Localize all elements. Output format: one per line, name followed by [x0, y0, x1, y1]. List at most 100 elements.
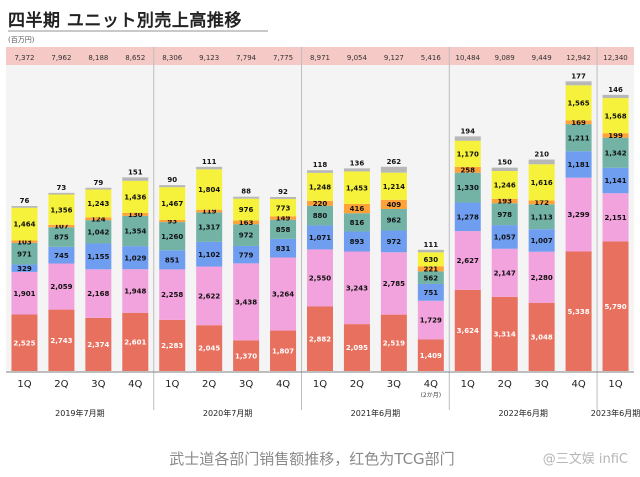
- bar-segment: [122, 215, 149, 247]
- bar-segment: [307, 225, 333, 250]
- data-label: 1,342: [604, 149, 626, 157]
- total-label: 9,054: [347, 54, 368, 62]
- data-label: 3,243: [346, 284, 368, 292]
- data-label: 193: [497, 198, 512, 206]
- data-label: 210: [534, 151, 549, 159]
- bar-segment: [380, 314, 407, 371]
- bar-segment: [454, 172, 481, 203]
- bar-segment: [491, 203, 518, 226]
- bar-segment: [85, 269, 112, 318]
- total-label: 7,775: [273, 54, 293, 62]
- data-label: 2,151: [604, 214, 626, 222]
- bar-segment: [343, 203, 370, 214]
- data-label: 1,102: [198, 251, 220, 259]
- data-label: 329: [17, 265, 32, 273]
- bar-segment: [528, 302, 555, 371]
- data-label: 3,299: [568, 211, 590, 219]
- bar-segment: [565, 81, 592, 86]
- bar-segment: [528, 164, 555, 201]
- data-label: 2,374: [87, 341, 109, 349]
- bar-segment: [159, 185, 186, 188]
- data-label: 2,525: [13, 339, 35, 347]
- watermark: @三文娱 infiC: [542, 452, 628, 467]
- bar-segment: [270, 216, 297, 220]
- data-label: 1,568: [604, 112, 626, 120]
- data-label: 2,519: [383, 339, 405, 347]
- data-label: 220: [313, 200, 328, 208]
- x-tick-label: 4Q: [424, 379, 438, 390]
- bar-segment: [491, 296, 518, 371]
- bar-segment: [565, 151, 592, 178]
- data-label: 2,095: [346, 344, 368, 352]
- data-label: 111: [202, 158, 217, 166]
- bar-segment: [417, 339, 444, 371]
- bar-segment: [11, 206, 38, 208]
- data-label: 2,743: [50, 337, 72, 345]
- bar-segment: [491, 225, 518, 249]
- bar-segment: [343, 231, 370, 252]
- data-label: 262: [387, 158, 402, 166]
- data-label: 150: [497, 159, 512, 167]
- period-label: 2019年7月期: [55, 408, 104, 418]
- data-label: 1,243: [87, 200, 109, 208]
- total-label: 8,188: [88, 54, 108, 62]
- data-label: 136: [350, 159, 365, 167]
- bar-segment: [48, 194, 75, 225]
- data-label: 1,901: [13, 290, 35, 298]
- data-label: 177: [571, 72, 586, 80]
- bar-segment: [233, 245, 260, 264]
- data-label: 409: [387, 201, 402, 209]
- x-tick-label: 1Q: [17, 379, 31, 390]
- total-label: 7,794: [236, 54, 257, 62]
- bar-segment: [85, 217, 112, 221]
- bar-segment: [233, 196, 260, 199]
- bar-segment: [454, 202, 481, 232]
- data-label: 1,071: [309, 234, 331, 242]
- data-label: 1,211: [568, 134, 590, 142]
- data-label: 972: [239, 232, 254, 240]
- bar-segment: [11, 207, 38, 241]
- data-label: 111: [424, 241, 439, 249]
- bar-segment: [307, 306, 333, 371]
- total-label: 12,340: [603, 54, 628, 62]
- title-underline: [8, 30, 268, 32]
- data-label: 1,141: [604, 177, 626, 185]
- bar-segment: [528, 204, 555, 230]
- data-label: 976: [239, 206, 254, 214]
- data-label: 416: [350, 205, 365, 213]
- bar-segment: [270, 330, 297, 371]
- bar-segment: [602, 94, 629, 99]
- period-label: 2023年6月期: [591, 408, 640, 418]
- bar-segment: [602, 137, 629, 168]
- total-label: 9,123: [199, 54, 219, 62]
- bar-segment: [122, 269, 149, 313]
- bar-segment: [122, 246, 149, 270]
- data-label: 562: [424, 274, 439, 282]
- data-label: 118: [313, 161, 328, 169]
- data-label: 1,278: [457, 213, 479, 221]
- data-label: 978: [497, 211, 512, 219]
- data-label: 1,029: [124, 254, 146, 262]
- data-label: 1,464: [13, 221, 35, 229]
- bar-segment: [380, 199, 407, 209]
- data-label: 124: [91, 215, 106, 223]
- bar-segment: [122, 212, 149, 216]
- bar-segment: [270, 257, 297, 331]
- data-label: 130: [128, 211, 143, 219]
- data-label: 151: [128, 168, 143, 176]
- bar-segment: [196, 325, 223, 371]
- data-label: 831: [276, 245, 291, 253]
- bar-segment: [122, 180, 149, 213]
- bar-segment: [11, 271, 38, 315]
- data-label: 2,258: [161, 291, 183, 299]
- bar-segment: [454, 289, 481, 371]
- data-label: 5,338: [568, 308, 590, 316]
- bar-segment: [343, 168, 370, 172]
- x-tick-label: 1Q: [165, 379, 179, 390]
- data-label: 163: [239, 219, 254, 227]
- data-label: 972: [387, 238, 402, 246]
- data-label: 93: [167, 218, 177, 226]
- bar-segment: [159, 220, 186, 223]
- data-label: 76: [20, 197, 30, 205]
